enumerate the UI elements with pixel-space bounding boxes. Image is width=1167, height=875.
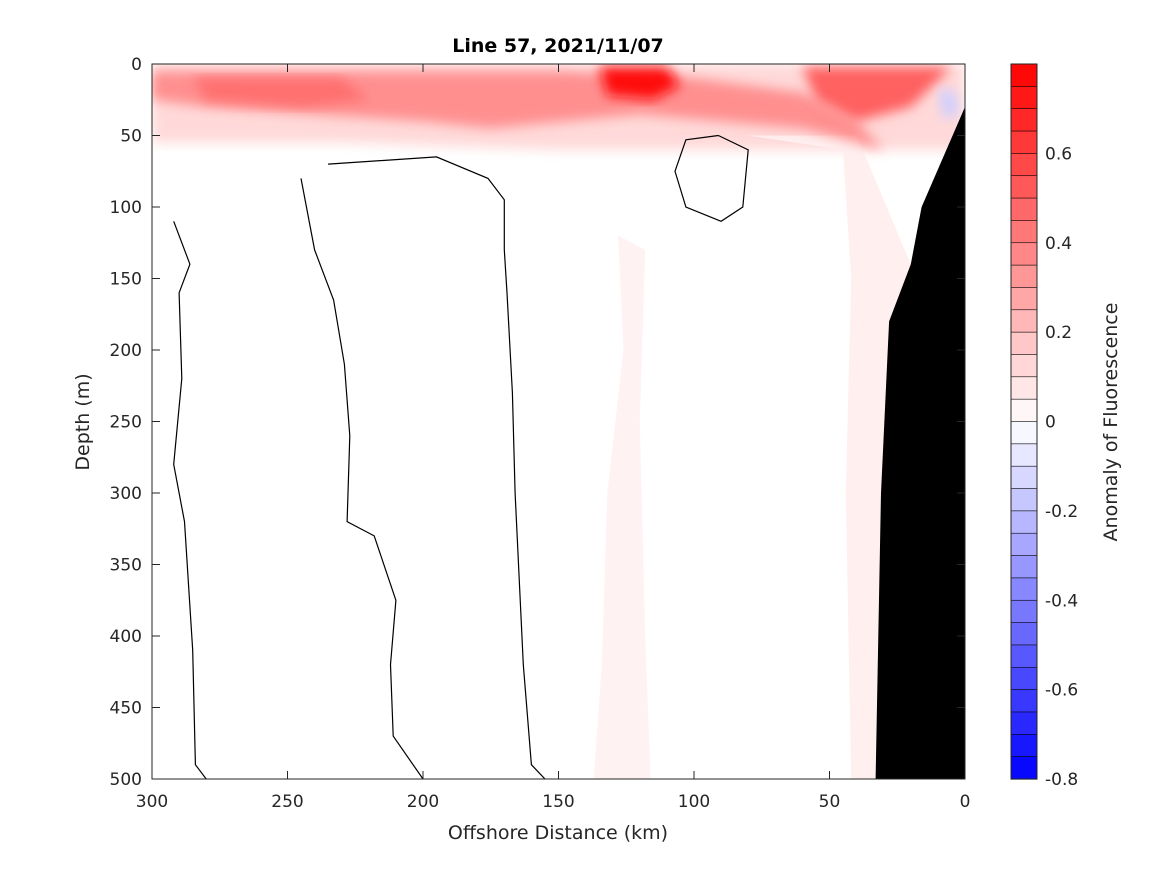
colorbar-swatch [1010,242,1038,266]
colorbar-tick-label: 0.2 [1045,323,1072,343]
x-tick-label: 100 [678,792,710,812]
colorbar-swatch [1010,555,1038,579]
colorbar-tick-label: 0 [1045,413,1056,433]
seafloor-shape [875,106,965,779]
colorbar-swatch [1010,175,1038,199]
plot-area: 300 250 200 150 100 50 0 050100150200250300350… [110,55,971,812]
colorbar-swatch [1010,666,1038,691]
colorbar-swatch [1010,488,1038,512]
colorbar-swatch [1010,287,1038,311]
y-tick-label: 250 [110,413,142,433]
colorbar-swatch [1010,130,1038,154]
colorbar-swatch [1010,197,1038,222]
mid-anomaly-band [593,235,651,779]
offshore-surface-patch [192,78,369,107]
colorbar-tick-label: -0.6 [1045,681,1078,701]
colorbar-swatch [1010,734,1038,758]
x-tick-label: 50 [819,792,841,812]
y-tick-label: 300 [110,484,142,504]
colorbar-swatch [1010,63,1038,87]
colorbar-swatch [1010,465,1038,490]
colorbar-swatch [1010,756,1038,780]
slope-anomaly-band [748,135,911,779]
colorbar-swatch [1010,376,1038,400]
colorbar-frame [1010,63,1038,780]
y-tick-label: 350 [110,556,142,576]
y-axis: 0 50 100 150 200 250 300 350 400 450 500 [110,55,965,790]
y-axis-label: Depth (m) [72,373,94,470]
colorbar-swatch [1010,599,1038,624]
colorbar-swatch [1010,264,1038,289]
colorbar-swatch [1010,532,1038,557]
colorbar-swatch [1010,398,1038,423]
colorbar-swatch [1010,354,1038,378]
y-tick-label: 100 [110,198,142,218]
anomaly-field [152,64,965,779]
colorbar-label: Anomaly of Fluorescence [1100,303,1122,542]
zero-contour-3 [674,134,749,222]
x-tick-label: 150 [542,792,574,812]
colorbar-tick-label: 0.4 [1045,234,1072,254]
colorbar-swatch [1010,689,1038,713]
colorbar-swatch [1010,331,1038,356]
colorbar-tick-label: -0.2 [1045,502,1078,522]
colorbar-swatch [1010,510,1038,534]
colorbar: 0.6 0.4 0.2 0 -0.2 -0.4 -0.6 -0.8 [1010,63,1078,790]
colorbar-tick-label: 0.6 [1045,144,1072,164]
x-tick-label: 300 [136,792,168,812]
colorbar-swatch [1010,86,1038,110]
zero-contour-1 [300,178,424,779]
y-tick-label: 150 [110,270,142,290]
colorbar-swatch [1010,421,1038,445]
zero-contours [173,134,749,779]
colorbar-swatch [1010,622,1038,646]
nearshore-negative-patch [937,89,960,119]
y-tick-label: 50 [120,127,142,147]
x-tick-label: 200 [407,792,439,812]
colorbar-swatch [1010,309,1038,333]
colorbar-swatch [1010,443,1038,467]
chart-title: Line 57, 2021/11/07 [452,35,664,57]
plot-background [152,64,965,779]
zero-contour-0 [173,221,207,779]
nearshore-surface-patch [802,66,952,122]
zero-contour-2 [328,156,546,779]
y-tick-label: 200 [110,341,142,361]
colorbar-swatch [1010,153,1038,177]
y-tick-label: 0 [131,55,142,75]
colorbar-swatch [1010,644,1038,668]
y-tick-label: 500 [110,770,142,790]
surface-peak-125km [599,66,681,100]
colorbar-swatch [1010,108,1038,132]
colorbar-tick-label: -0.8 [1045,770,1078,790]
y-tick-label: 450 [110,699,142,719]
colorbar-tick-label: -0.4 [1045,591,1078,611]
x-axis-label: Offshore Distance (km) [448,822,668,844]
x-tick-label: 0 [960,792,971,812]
colorbar-swatch [1010,220,1038,244]
y-tick-label: 400 [110,627,142,647]
x-axis: 300 250 200 150 100 50 0 [136,64,971,812]
colorbar-swatch [1010,577,1038,601]
seafloor-mask [875,106,965,779]
x-tick-label: 250 [271,792,303,812]
colorbar-swatch [1010,711,1038,735]
